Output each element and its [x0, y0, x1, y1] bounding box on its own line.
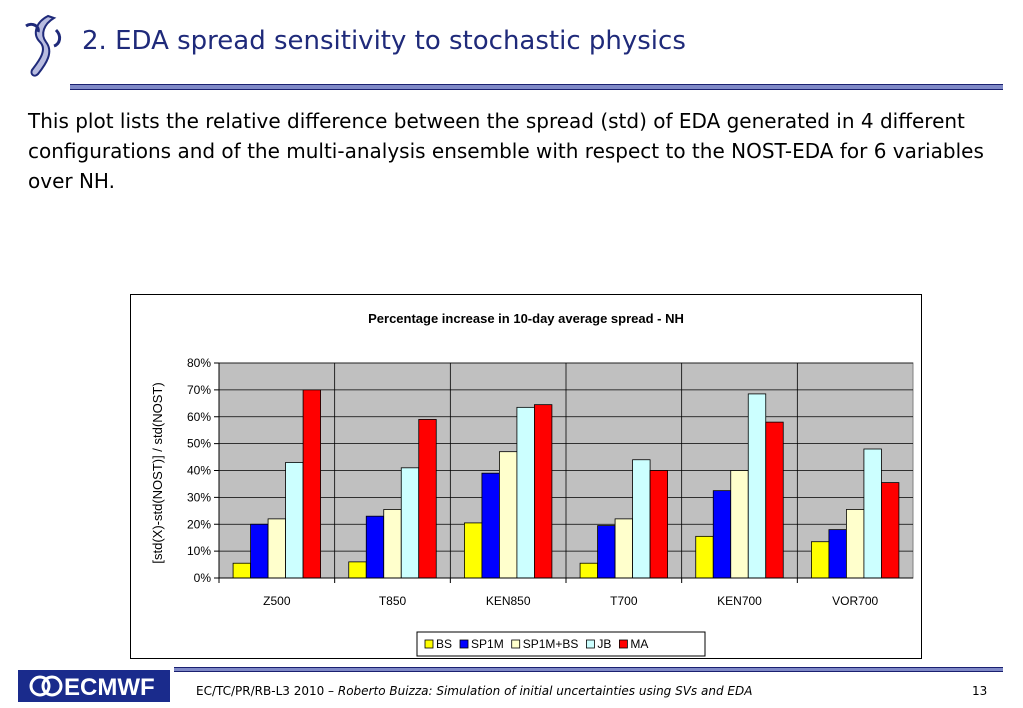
footer-prefix: EC/TC/PR/RB-L3 2010 – — [196, 684, 338, 698]
ecmwf-logo-mark-icon — [29, 675, 63, 697]
ecmwf-logo: ECMWF — [18, 670, 170, 702]
y-axis-label: [std(X)-std(NOST)] / std(NOST) — [150, 382, 165, 563]
bar-sp1m — [481, 472, 500, 579]
x-tick-label: KEN850 — [486, 594, 531, 608]
intro-paragraph: This plot lists the relative difference … — [28, 109, 984, 193]
bar-ma — [418, 419, 437, 579]
bar-jb — [285, 462, 304, 579]
legend-label: MA — [630, 637, 648, 651]
bar-jb — [400, 467, 420, 579]
footer-citation: EC/TC/PR/RB-L3 2010 – Roberto Buizza: Si… — [196, 684, 752, 698]
x-tick-label: VOR700 — [832, 594, 878, 608]
footer-divider — [174, 667, 1003, 672]
bar-sp1m — [597, 525, 616, 579]
y-tick-label: 10% — [187, 544, 211, 558]
y-tick-label: 50% — [187, 437, 211, 451]
bar-chart: Percentage increase in 10-day average sp… — [150, 311, 914, 657]
bar-sp1m-bs — [614, 518, 633, 579]
bar-bs — [348, 561, 367, 579]
bar-bs — [464, 522, 483, 579]
bar-jb — [632, 459, 651, 579]
bar-bs — [579, 562, 598, 579]
chart-panel: Percentage increase in 10-day average sp… — [130, 294, 922, 659]
x-tick-label: KEN700 — [717, 594, 762, 608]
title-divider — [70, 84, 1003, 90]
y-tick-label: 70% — [187, 383, 211, 397]
page-number: 13 — [972, 684, 988, 698]
bar-ma — [765, 421, 784, 579]
bar-bs — [232, 562, 251, 579]
bar-jb — [747, 393, 767, 579]
x-tick-label: Z500 — [263, 594, 291, 608]
ecmwf-emblem-icon — [25, 14, 62, 77]
bar-ma — [649, 470, 668, 579]
bar-ma — [881, 482, 900, 579]
bar-sp1m — [828, 529, 847, 579]
bar-sp1m-bs — [267, 518, 286, 579]
bar-sp1m-bs — [730, 470, 749, 579]
y-tick-label: 40% — [187, 464, 211, 478]
y-tick-label: 0% — [194, 571, 212, 585]
bar-sp1m — [712, 490, 732, 579]
bar-sp1m — [250, 523, 269, 579]
legend-label: SP1M — [471, 637, 504, 651]
y-tick-label: 60% — [187, 410, 211, 424]
legend-swatch — [511, 639, 521, 649]
legend-label: BS — [436, 637, 452, 651]
ecmwf-logo-text: ECMWF — [64, 674, 155, 701]
bar-bs — [695, 535, 714, 579]
bar-sp1m-bs — [383, 509, 402, 579]
legend-swatch — [424, 639, 434, 649]
y-tick-label: 20% — [187, 517, 211, 531]
y-tick-label: 80% — [187, 356, 211, 370]
bar-sp1m — [365, 515, 385, 579]
x-tick-label: T850 — [379, 594, 407, 608]
legend-swatch — [586, 639, 595, 649]
bar-ma — [302, 389, 321, 579]
x-tick-label: T700 — [610, 594, 638, 608]
bar-jb — [516, 406, 535, 579]
chart-title: Percentage increase in 10-day average sp… — [368, 311, 684, 326]
bar-jb — [863, 448, 882, 579]
y-tick-label: 30% — [187, 490, 211, 504]
footer-italic: Roberto Buizza: Simulation of initial un… — [337, 684, 753, 698]
legend-label: SP1M+BS — [523, 637, 579, 651]
bar-ma — [534, 404, 553, 579]
slide-title: 2. EDA spread sensitivity to stochastic … — [82, 26, 686, 56]
bar-sp1m-bs — [499, 451, 518, 579]
bar-sp1m-bs — [846, 509, 865, 579]
legend-swatch — [619, 639, 628, 649]
legend-swatch — [459, 639, 469, 649]
legend-label: JB — [597, 637, 611, 651]
bar-bs — [811, 541, 830, 579]
